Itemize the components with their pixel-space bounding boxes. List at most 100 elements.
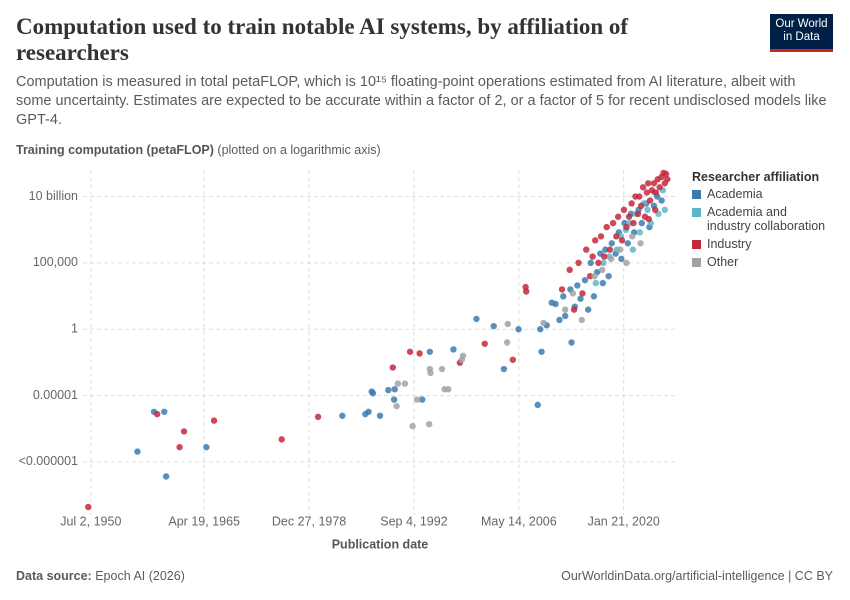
point	[650, 180, 658, 187]
point	[278, 436, 285, 443]
logo-line: Our World	[775, 18, 828, 30]
point	[644, 180, 652, 187]
legend-label: Academia	[707, 187, 763, 201]
legend-item[interactable]: Industry	[692, 237, 832, 251]
point	[523, 288, 530, 295]
point	[630, 219, 637, 227]
point	[391, 386, 398, 393]
point	[574, 282, 581, 289]
point	[599, 279, 607, 287]
point	[643, 189, 651, 196]
y-tick-label: 10 billion	[29, 189, 78, 203]
point	[634, 210, 642, 218]
point	[651, 206, 659, 214]
legend-label: Industry	[707, 237, 752, 251]
point	[624, 240, 631, 247]
point	[162, 473, 170, 480]
point	[606, 246, 614, 253]
footer-source: Data source: Epoch AI (2026)	[16, 569, 185, 583]
y-tick-label: <0.000001	[19, 454, 78, 468]
legend-label: Other	[707, 255, 739, 269]
x-tick-label: May 14, 2006	[481, 514, 557, 528]
point	[552, 300, 559, 308]
point	[592, 279, 600, 287]
point	[579, 290, 586, 297]
point	[569, 290, 577, 297]
point	[500, 365, 508, 373]
y-tick-label: 100,000	[33, 255, 78, 269]
point	[609, 219, 617, 227]
point	[577, 295, 584, 302]
point	[662, 170, 670, 178]
point	[570, 306, 578, 313]
point	[608, 240, 615, 247]
point	[625, 213, 633, 220]
point	[637, 240, 644, 247]
point	[418, 396, 426, 403]
point	[600, 259, 607, 267]
point	[623, 223, 630, 231]
legend-swatch	[692, 258, 701, 267]
point	[385, 386, 392, 394]
point	[438, 365, 446, 373]
point	[401, 380, 409, 387]
point	[409, 422, 416, 430]
point	[575, 259, 582, 267]
legend-item[interactable]: Academia and industry collaboration	[692, 205, 832, 233]
point	[393, 402, 400, 410]
point	[589, 253, 596, 260]
legend-swatch	[692, 208, 701, 217]
point	[652, 189, 660, 196]
point	[503, 339, 511, 346]
point	[629, 233, 636, 240]
point	[339, 412, 346, 419]
source-label: Data source:	[16, 569, 92, 583]
legend-swatch	[692, 190, 701, 199]
point	[85, 503, 92, 511]
point	[203, 443, 210, 451]
y-axis-label: Training computation (petaFLOP)	[16, 143, 214, 157]
point	[664, 176, 671, 183]
legend-swatch	[692, 240, 701, 249]
point	[587, 259, 594, 267]
point	[618, 237, 626, 244]
point	[426, 348, 434, 355]
point	[450, 346, 457, 353]
legend-item[interactable]: Academia	[692, 187, 832, 201]
point	[568, 339, 575, 346]
point	[602, 246, 609, 253]
point	[504, 320, 511, 328]
point	[515, 326, 522, 333]
point	[427, 369, 434, 377]
grid	[83, 170, 675, 515]
point	[561, 306, 569, 313]
logo[interactable]: Our World in Data	[770, 14, 833, 52]
point	[590, 293, 598, 300]
legend-item[interactable]: Other	[692, 255, 832, 269]
y-axis-note: (plotted on a logarithmic axis)	[217, 143, 381, 157]
point	[390, 396, 398, 403]
point	[661, 206, 668, 214]
point	[637, 202, 645, 210]
point	[603, 223, 610, 231]
legend: Researcher affiliation Academia Academia a…	[692, 170, 842, 273]
point	[584, 306, 592, 313]
x-tick-label: Sep 4, 1992	[380, 514, 447, 528]
point	[556, 316, 563, 324]
point	[614, 213, 622, 220]
point	[658, 197, 665, 204]
point	[629, 246, 637, 253]
point	[620, 206, 628, 214]
point	[490, 322, 497, 330]
logo-line: in Data	[783, 31, 820, 43]
point	[595, 259, 602, 267]
footer-credit[interactable]: OurWorldinData.org/artificial-intelligen…	[561, 569, 833, 583]
point	[560, 293, 567, 300]
point	[639, 184, 647, 191]
x-axis-title: Publication date	[332, 537, 429, 551]
point	[161, 408, 168, 415]
point	[618, 255, 625, 263]
point	[413, 396, 421, 403]
